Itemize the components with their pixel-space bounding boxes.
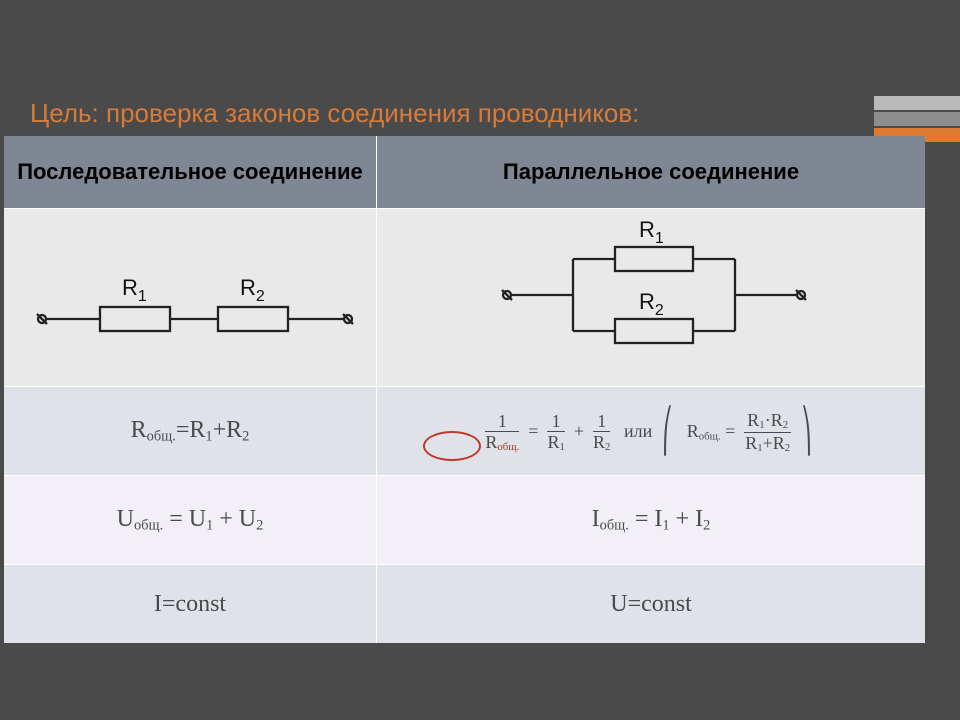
parallel-const: U=const: [610, 591, 692, 617]
label-r2: R2: [240, 275, 265, 305]
diagram-row: R1 R2: [4, 209, 925, 387]
or-text: или: [624, 421, 652, 441]
resistance-row: Rобщ.=R1+R2 1Rобщ. = 1R1 + 1R2 или ⎛ Rоб…: [4, 387, 925, 476]
highlight-circle: [423, 431, 481, 461]
header-parallel: Параллельное соединение: [377, 136, 926, 209]
header-series: Последовательное соединение: [4, 136, 377, 209]
voltage-current-row: Uобщ. = U1 + U2 Iобщ. = I1 + I2: [4, 476, 925, 565]
label-r2-p: R2: [639, 289, 664, 319]
const-row: I=const U=const: [4, 565, 925, 644]
series-diagram-cell: R1 R2: [4, 209, 377, 387]
series-const-cell: I=const: [4, 565, 377, 644]
comparison-table: Последовательное соединение Параллельное…: [4, 136, 925, 643]
parallel-const-cell: U=const: [377, 565, 926, 644]
slide-title: Цель: проверка законов соединения провод…: [30, 98, 639, 129]
label-r1-p: R1: [639, 217, 664, 247]
label-r1: R1: [122, 275, 147, 305]
parallel-i-formula: Iобщ. = I1 + I2: [592, 506, 711, 532]
parallel-circuit-diagram: R1 R2: [377, 209, 925, 381]
parallel-r-formula-cell: 1Rобщ. = 1R1 + 1R2 или ⎛ Rобщ. = R1·R2R1…: [377, 387, 926, 476]
series-r-formula: Rобщ.=R1+R2: [131, 417, 250, 443]
parallel-i-formula-cell: Iобщ. = I1 + I2: [377, 476, 926, 565]
parallel-diagram-cell: R1 R2: [377, 209, 926, 387]
series-circuit-diagram: R1 R2: [4, 209, 376, 381]
series-const: I=const: [154, 591, 226, 617]
series-u-formula-cell: Uобщ. = U1 + U2: [4, 476, 377, 565]
header-row: Последовательное соединение Параллельное…: [4, 136, 925, 209]
series-u-formula: Uобщ. = U1 + U2: [117, 506, 264, 532]
slide: Цель: проверка законов соединения провод…: [0, 0, 960, 720]
parallel-r-formula: 1Rобщ. = 1R1 + 1R2 или ⎛ Rобщ. = R1·R2R1…: [485, 421, 816, 441]
accent-bar-2: [874, 112, 960, 126]
accent-bar-1: [874, 96, 960, 110]
series-r-formula-cell: Rобщ.=R1+R2: [4, 387, 377, 476]
